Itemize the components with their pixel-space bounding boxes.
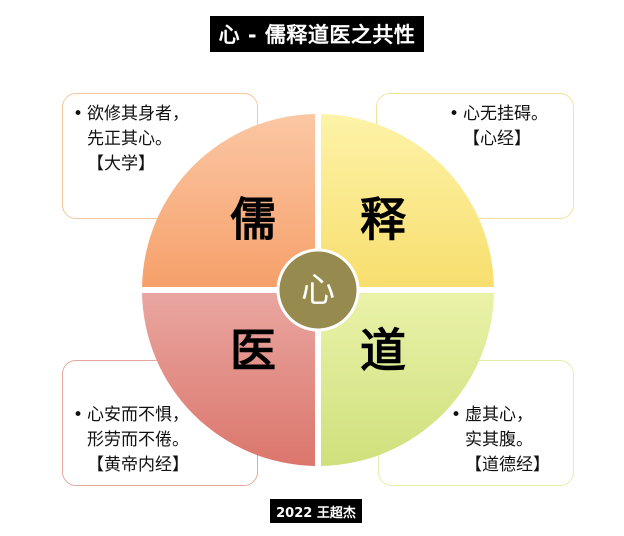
bullet-icon: • xyxy=(73,104,84,124)
quadrant-medicine xyxy=(142,293,315,466)
quadrant-label-buddhist: 释 xyxy=(360,193,407,247)
diagram-title: 心 - 儒释道医之共性 xyxy=(210,16,424,52)
quadrant-label-taoist: 道 xyxy=(360,324,406,378)
quote-line: 实其腹。 xyxy=(465,430,533,450)
bullet-icon: • xyxy=(449,104,460,124)
center-circle xyxy=(276,248,360,332)
quadrant-buddhist xyxy=(321,114,494,287)
quote-reference: 【大学】 xyxy=(87,154,155,174)
bullet-icon: • xyxy=(451,405,462,425)
bullet-icon: • xyxy=(73,405,84,425)
quote-reference: 【黄帝内经】 xyxy=(87,455,189,475)
quote-line: 形劳而不倦。 xyxy=(87,430,189,450)
quote-line: • 心安而不惧， xyxy=(73,403,257,428)
quote-line: • 欲修其身者， xyxy=(73,102,257,127)
quote-line: • 心无挂碍。 xyxy=(449,102,573,127)
quadrant-taoist xyxy=(321,293,494,466)
center-label: 心 xyxy=(301,271,335,311)
quadrant-label-medicine: 医 xyxy=(230,324,276,378)
quadrant-confucian xyxy=(142,114,315,287)
quadrant-label-confucian: 儒 xyxy=(230,193,276,247)
quote-reference: 【道德经】 xyxy=(465,455,550,475)
author-footer: 2022 王超杰 xyxy=(270,499,362,523)
quote-line: • 虚其心， xyxy=(451,403,573,428)
quote-line: 先正其心。 xyxy=(87,129,172,149)
quote-reference: 【心经】 xyxy=(463,129,531,149)
